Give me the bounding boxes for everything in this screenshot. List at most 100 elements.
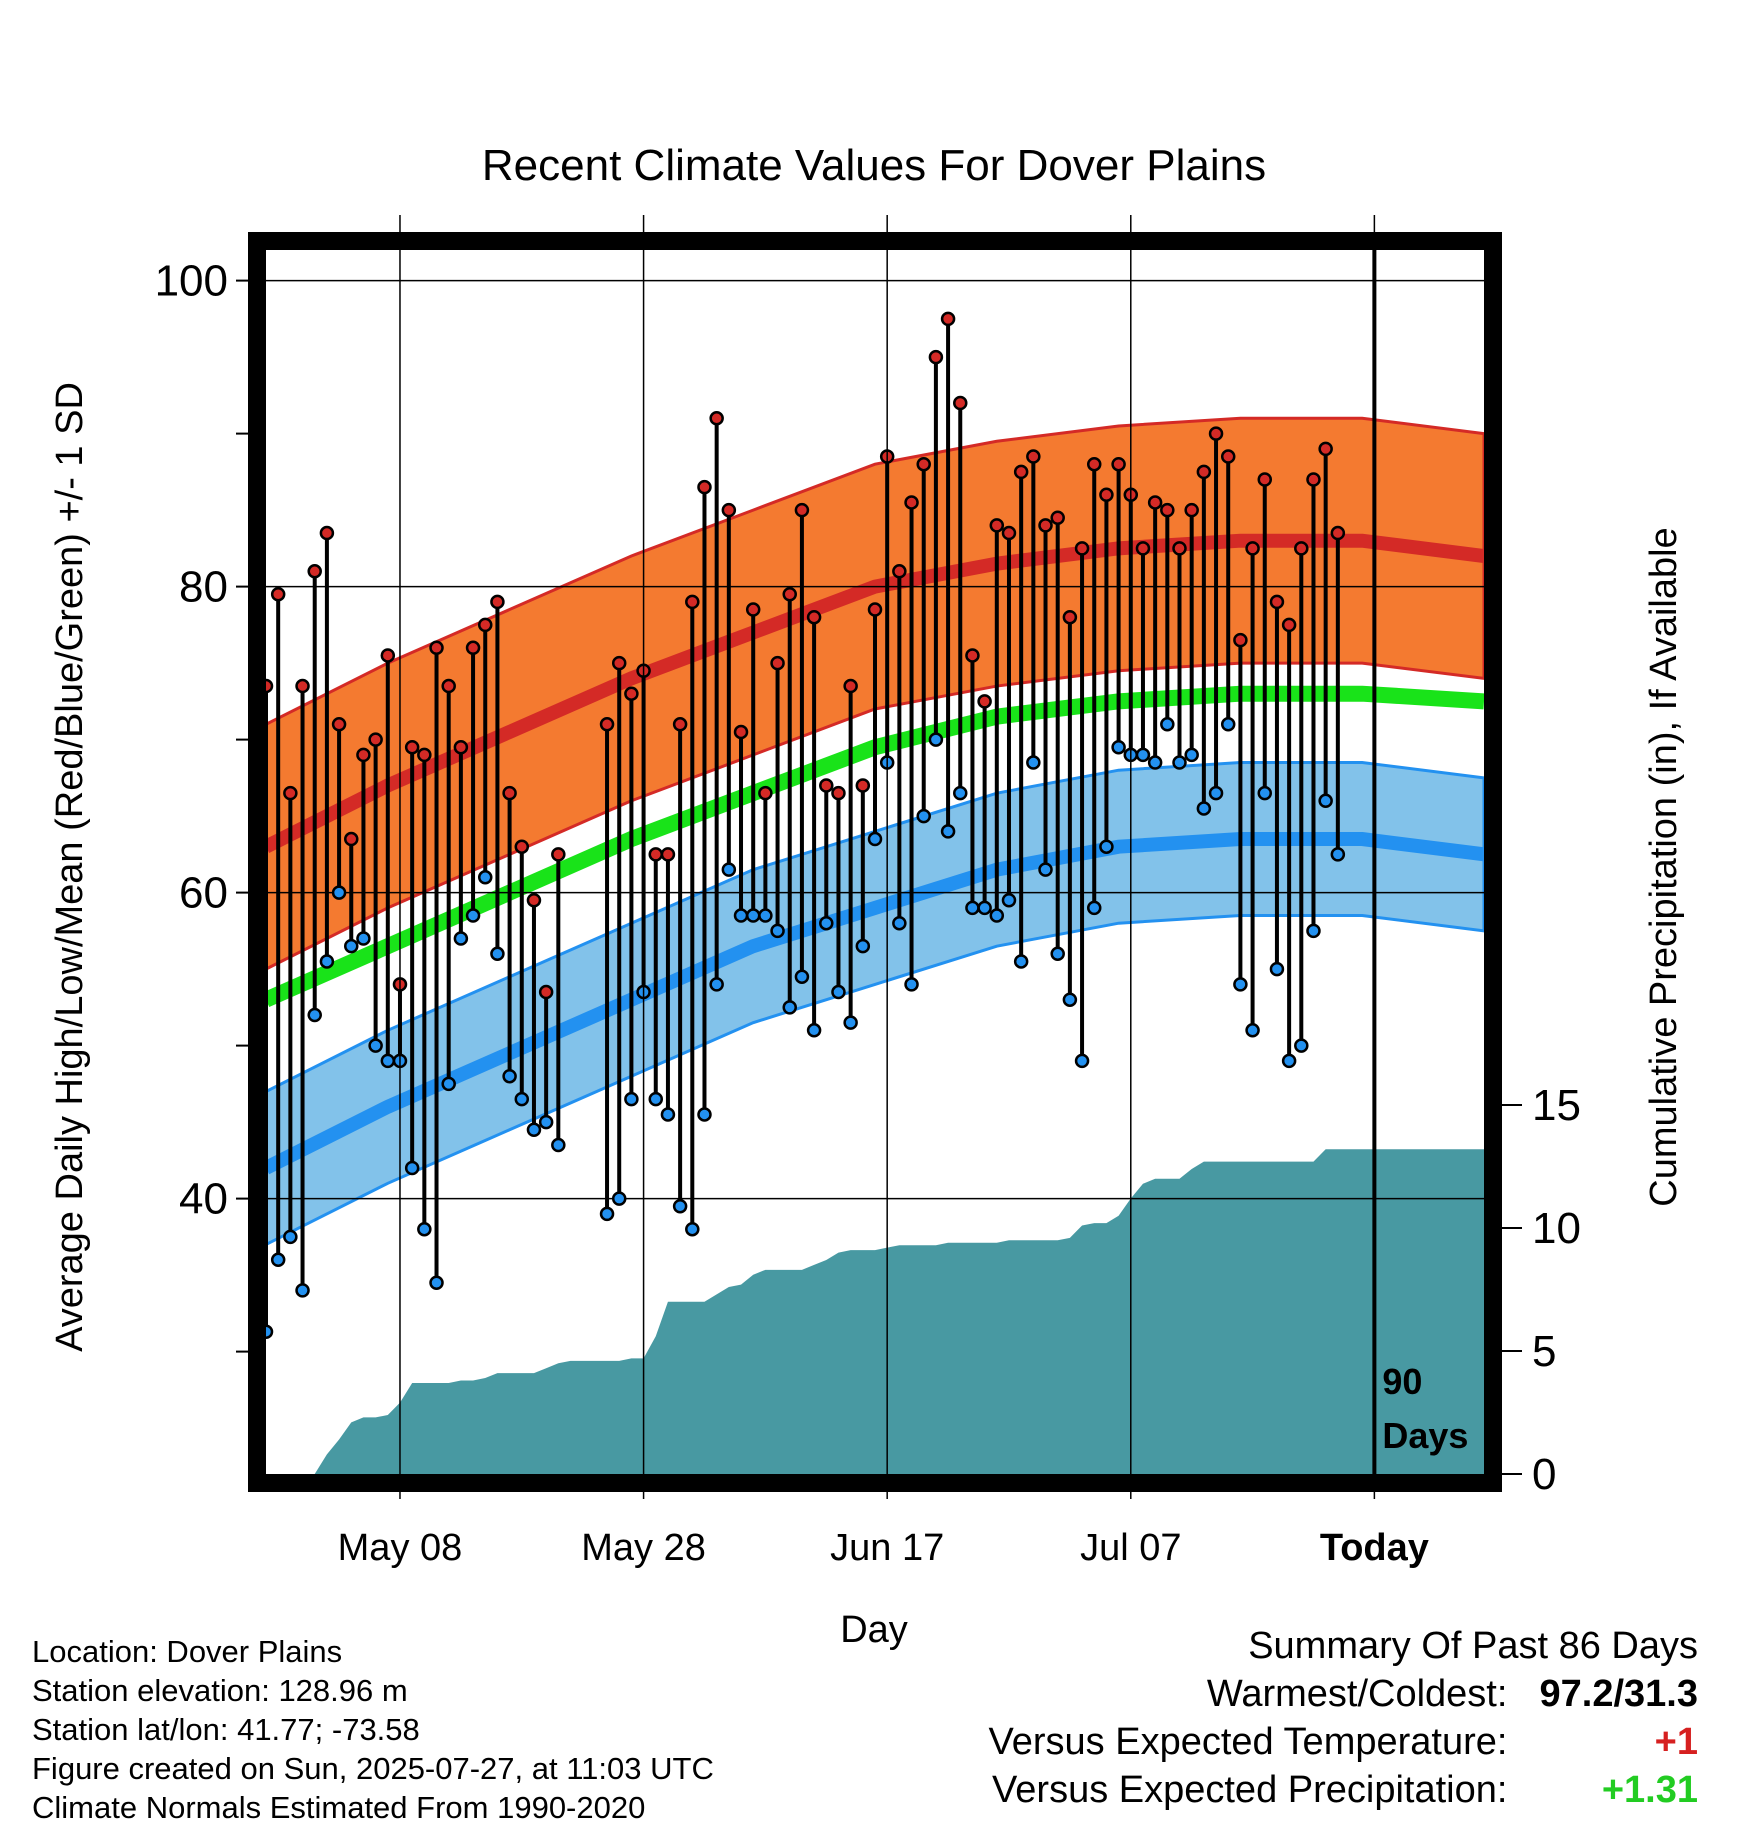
daily-high-point <box>295 678 310 694</box>
daily-low-point <box>465 908 481 923</box>
daily-low-point <box>1099 839 1114 854</box>
daily-low-point <box>490 946 505 962</box>
daily-low-point <box>1050 946 1065 962</box>
daily-low-point <box>477 870 493 885</box>
daily-high-point <box>1086 456 1102 472</box>
daily-low-point <box>283 1229 298 1245</box>
daily-high-point <box>745 602 761 617</box>
daily-high-point <box>758 785 773 801</box>
daily-high-point <box>417 747 432 763</box>
daily-low-point <box>319 954 335 969</box>
daily-low-point <box>794 969 810 984</box>
daily-high-point <box>1208 426 1224 441</box>
daily-low-point <box>697 1107 712 1122</box>
temp-label: Versus Expected Temperature: <box>988 1721 1508 1763</box>
daily-low-point <box>1160 717 1175 732</box>
daily-high-point <box>429 640 444 656</box>
daily-low-point <box>831 984 846 1000</box>
daily-high-point <box>1172 541 1187 556</box>
daily-high-point <box>782 587 797 602</box>
normal-low-band <box>266 761 1484 1247</box>
daily-low-point <box>1269 961 1285 977</box>
daily-low-point <box>538 1114 554 1130</box>
daily-low-point <box>1330 847 1346 862</box>
daily-high-point <box>1233 632 1248 648</box>
daily-high-point <box>989 518 1005 533</box>
daily-high-point <box>953 395 968 411</box>
daily-low-point <box>843 1015 858 1030</box>
x-tick-label: May 08 <box>338 1527 463 1569</box>
daily-high-point <box>538 984 554 1000</box>
daily-high-point <box>965 648 980 663</box>
daily-high-point <box>1184 502 1199 518</box>
y-tick-label: 60 <box>179 869 228 918</box>
daily-low-point <box>904 977 919 992</box>
daily-low-point <box>977 900 992 916</box>
latlon-text: Station lat/lon: 41.77; -73.58 <box>32 1712 420 1747</box>
daily-low-point <box>1001 893 1017 908</box>
daily-low-point <box>648 1091 664 1107</box>
y-axis-label: Average Daily High/Low/Mean (Red/Blue/Gr… <box>49 382 91 1352</box>
daily-low-point <box>441 1076 456 1092</box>
daily-high-point <box>1330 525 1346 541</box>
daily-low-point <box>806 1023 822 1038</box>
daily-high-point <box>843 678 858 694</box>
y2-tick-label: 15 <box>1532 1081 1581 1130</box>
daily-high-point <box>1062 609 1078 625</box>
daily-low-point <box>733 908 749 923</box>
y-tick-label: 100 <box>155 257 228 306</box>
daily-low-point <box>1208 785 1224 801</box>
daily-low-point <box>1356 0 1368 6</box>
daily-low-point <box>1074 1053 1090 1069</box>
daily-high-point <box>1257 472 1273 487</box>
elevation-text: Station elevation: 128.96 m <box>32 1673 408 1708</box>
daily-low-point <box>502 1068 517 1084</box>
summary-panel: Summary Of Past 86 Days Warmest/Coldest:… <box>989 1622 1698 1814</box>
daily-high-point <box>307 564 322 579</box>
daily-high-point <box>709 411 724 426</box>
daily-high-point <box>624 686 639 701</box>
daily-high-point <box>465 640 481 656</box>
daily-low-point <box>1062 992 1078 1007</box>
x-axis-label: Day <box>840 1609 908 1651</box>
daily-high-point <box>904 495 919 510</box>
daily-high-point <box>685 594 700 610</box>
daily-low-point <box>1318 793 1333 809</box>
daily-low-point <box>1344 0 1356 6</box>
daily-low-point <box>1257 785 1273 801</box>
daily-high-point <box>940 311 956 327</box>
daily-high-point <box>1099 487 1114 503</box>
daily-low-point <box>266 1324 274 1339</box>
daily-high-point <box>404 740 420 755</box>
daily-high-point <box>266 678 274 694</box>
daily-high-point <box>819 778 834 793</box>
temp-row: Versus Expected Temperature: +1 <box>989 1718 1698 1766</box>
daily-high-point <box>283 785 298 801</box>
daily-low-point <box>611 1191 627 1206</box>
daily-high-point <box>916 456 931 472</box>
daily-high-point <box>356 747 371 763</box>
plot-inner <box>266 0 1484 1474</box>
warm-cold-label: Warmest/Coldest: <box>1206 1673 1508 1715</box>
daily-low-point <box>295 1283 310 1298</box>
temp-value: +1 <box>1654 1721 1698 1763</box>
daily-high-point <box>928 349 944 365</box>
daily-low-point <box>1172 755 1187 770</box>
normal-low-line <box>266 832 1484 1175</box>
daily-high-point <box>660 847 676 862</box>
daily-high-point <box>1038 518 1053 533</box>
chart-title: Recent Climate Values For Dover Plains <box>482 141 1266 190</box>
daily-low-point <box>624 1091 639 1107</box>
daily-low-point <box>1294 1038 1309 1053</box>
daily-low-point <box>782 1000 797 1015</box>
daily-low-point <box>331 885 347 900</box>
today-days-word: Days <box>1382 1415 1468 1456</box>
daily-high-point <box>977 694 992 709</box>
daily-low-point <box>745 908 761 923</box>
daily-low-point <box>307 1007 322 1023</box>
daily-low-point <box>599 1206 615 1222</box>
x-tick-label: Today <box>1320 1527 1429 1569</box>
daily-low-point <box>1245 1023 1260 1038</box>
daily-high-point <box>733 724 749 740</box>
daily-low-point <box>916 808 931 824</box>
